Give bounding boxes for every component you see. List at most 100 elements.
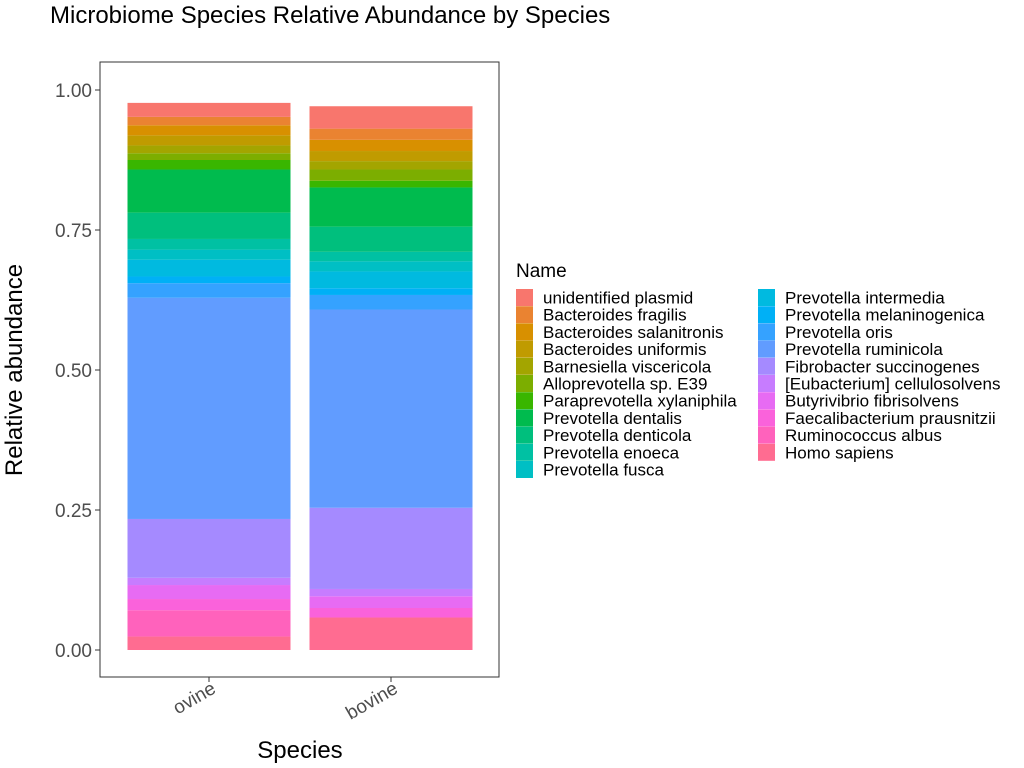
bar-segment-ovine-2 <box>127 116 291 126</box>
legend-key-1 <box>516 289 533 306</box>
legend-label-3: Bacteroides salanitronis <box>543 323 723 342</box>
bar-segment-bovine-5 <box>309 161 473 170</box>
y-tick-label: 0.25 <box>55 501 92 522</box>
legend-label-14: Prevotella oris <box>785 323 893 342</box>
bar-segment-ovine-20 <box>127 610 291 637</box>
bar-segment-bovine-11 <box>309 261 473 272</box>
bar-segment-bovine-13 <box>309 288 473 295</box>
chart-title: Microbiome Species Relative Abundance by… <box>50 2 610 29</box>
legend-key-8 <box>516 409 533 427</box>
bar-segment-bovine-7 <box>309 180 473 188</box>
y-tick-label: 0.00 <box>55 641 92 662</box>
bar-segment-ovine-14 <box>127 283 291 298</box>
legend-label-13: Prevotella melaninogenica <box>785 306 985 325</box>
legend-title: Name <box>516 261 567 282</box>
y-tick-label: 1.00 <box>55 81 92 102</box>
legend-key-7 <box>516 392 533 410</box>
legend-label-9: Prevotella denticola <box>543 426 692 445</box>
legend-label-5: Barnesiella viscericola <box>543 357 712 376</box>
x-tick-label-bovine: bovine <box>343 678 402 724</box>
legend-key-5 <box>516 357 533 375</box>
bar-segment-ovine-6 <box>127 153 291 160</box>
legend-key-2 <box>516 306 533 324</box>
legend-key-12 <box>758 289 775 306</box>
bar-segment-bovine-17 <box>309 588 473 597</box>
legend-label-21: Homo sapiens <box>785 443 894 462</box>
x-axis-title: Species <box>257 737 342 764</box>
legend-key-20 <box>758 426 775 444</box>
bar-segment-bovine-10 <box>309 251 473 262</box>
bar-segment-ovine-5 <box>127 145 291 154</box>
legend-key-19 <box>758 409 775 427</box>
bar-segment-ovine-4 <box>127 135 291 146</box>
legend-key-17 <box>758 375 775 392</box>
legend-key-16 <box>758 357 775 375</box>
legend-key-18 <box>758 392 775 410</box>
legend-key-15 <box>758 340 775 358</box>
legend-key-11 <box>516 461 533 478</box>
legend-label-20: Ruminococcus albus <box>785 426 942 445</box>
bar-segment-bovine-3 <box>309 139 473 152</box>
legend-key-14 <box>758 323 775 341</box>
bar-segment-bovine-14 <box>309 294 473 310</box>
legend-label-18: Butyrivibrio fibrisolvens <box>785 392 959 411</box>
bar-segment-ovine-18 <box>127 585 291 600</box>
bar-segment-ovine-7 <box>127 160 291 170</box>
bar-segment-bovine-4 <box>309 151 473 162</box>
bar-segment-bovine-19 <box>309 608 473 618</box>
bars-layer <box>127 102 473 650</box>
legend-label-8: Prevotella dentalis <box>543 409 682 428</box>
bar-segment-ovine-19 <box>127 599 291 611</box>
bar-segment-ovine-11 <box>127 249 291 260</box>
legend-key-10 <box>516 443 533 461</box>
bar-segment-bovine-2 <box>309 128 473 140</box>
bar-segment-bovine-12 <box>309 271 473 289</box>
legend-label-2: Bacteroides fragilis <box>543 306 687 325</box>
y-axis: 0.00 0.25 0.50 0.75 1.00 <box>55 81 100 662</box>
legend-key-3 <box>516 323 533 341</box>
legend-label-7: Paraprevotella xylaniphila <box>543 392 737 411</box>
legend-key-6 <box>516 375 533 392</box>
legend-key-13 <box>758 306 775 324</box>
legend-label-15: Prevotella ruminicola <box>785 340 943 359</box>
bar-segment-bovine-8 <box>309 187 473 227</box>
legend-label-6: Alloprevotella sp. E39 <box>543 375 707 394</box>
legend-label-10: Prevotella enoeca <box>543 443 680 462</box>
bar-segment-bovine-1 <box>309 106 473 129</box>
x-axis: ovine bovine <box>170 677 402 724</box>
x-tick-label-ovine: ovine <box>170 678 220 719</box>
y-axis-title: Relative abundance <box>1 264 28 476</box>
legend-label-11: Prevotella fusca <box>543 461 664 480</box>
bar-segment-ovine-15 <box>127 297 291 519</box>
legend-key-21 <box>758 443 775 461</box>
legend-label-19: Faecalibacterium prausnitzii <box>785 409 996 428</box>
legend-label-4: Bacteroides uniformis <box>543 340 706 359</box>
legend-label-16: Fibrobacter succinogenes <box>785 357 980 376</box>
legend-label-17: [Eubacterium] cellulosolvens <box>785 375 1000 394</box>
y-tick-label: 0.75 <box>55 221 92 242</box>
bar-segment-bovine-16 <box>309 507 473 589</box>
bar-segment-ovine-9 <box>127 212 291 239</box>
bar-segment-ovine-8 <box>127 169 291 213</box>
bar-segment-ovine-12 <box>127 259 291 277</box>
bar-segment-ovine-13 <box>127 276 291 284</box>
bar-segment-ovine-21 <box>127 636 291 650</box>
bar-segment-ovine-3 <box>127 125 291 136</box>
bar-segment-ovine-10 <box>127 238 291 250</box>
bar-segment-bovine-21 <box>309 617 473 650</box>
bar-segment-bovine-18 <box>309 596 473 608</box>
legend-key-4 <box>516 340 533 358</box>
legend-label-1: unidentified plasmid <box>543 289 693 308</box>
bar-segment-ovine-17 <box>127 577 291 586</box>
legend-label-12: Prevotella intermedia <box>785 289 945 308</box>
bar-segment-bovine-6 <box>309 169 473 181</box>
bar-segment-bovine-9 <box>309 226 473 252</box>
y-tick-label: 0.50 <box>55 361 92 382</box>
bar-segment-bovine-15 <box>309 309 473 508</box>
legend-key-9 <box>516 426 533 444</box>
bar-segment-ovine-16 <box>127 518 291 578</box>
bar-segment-ovine-1 <box>127 102 291 117</box>
